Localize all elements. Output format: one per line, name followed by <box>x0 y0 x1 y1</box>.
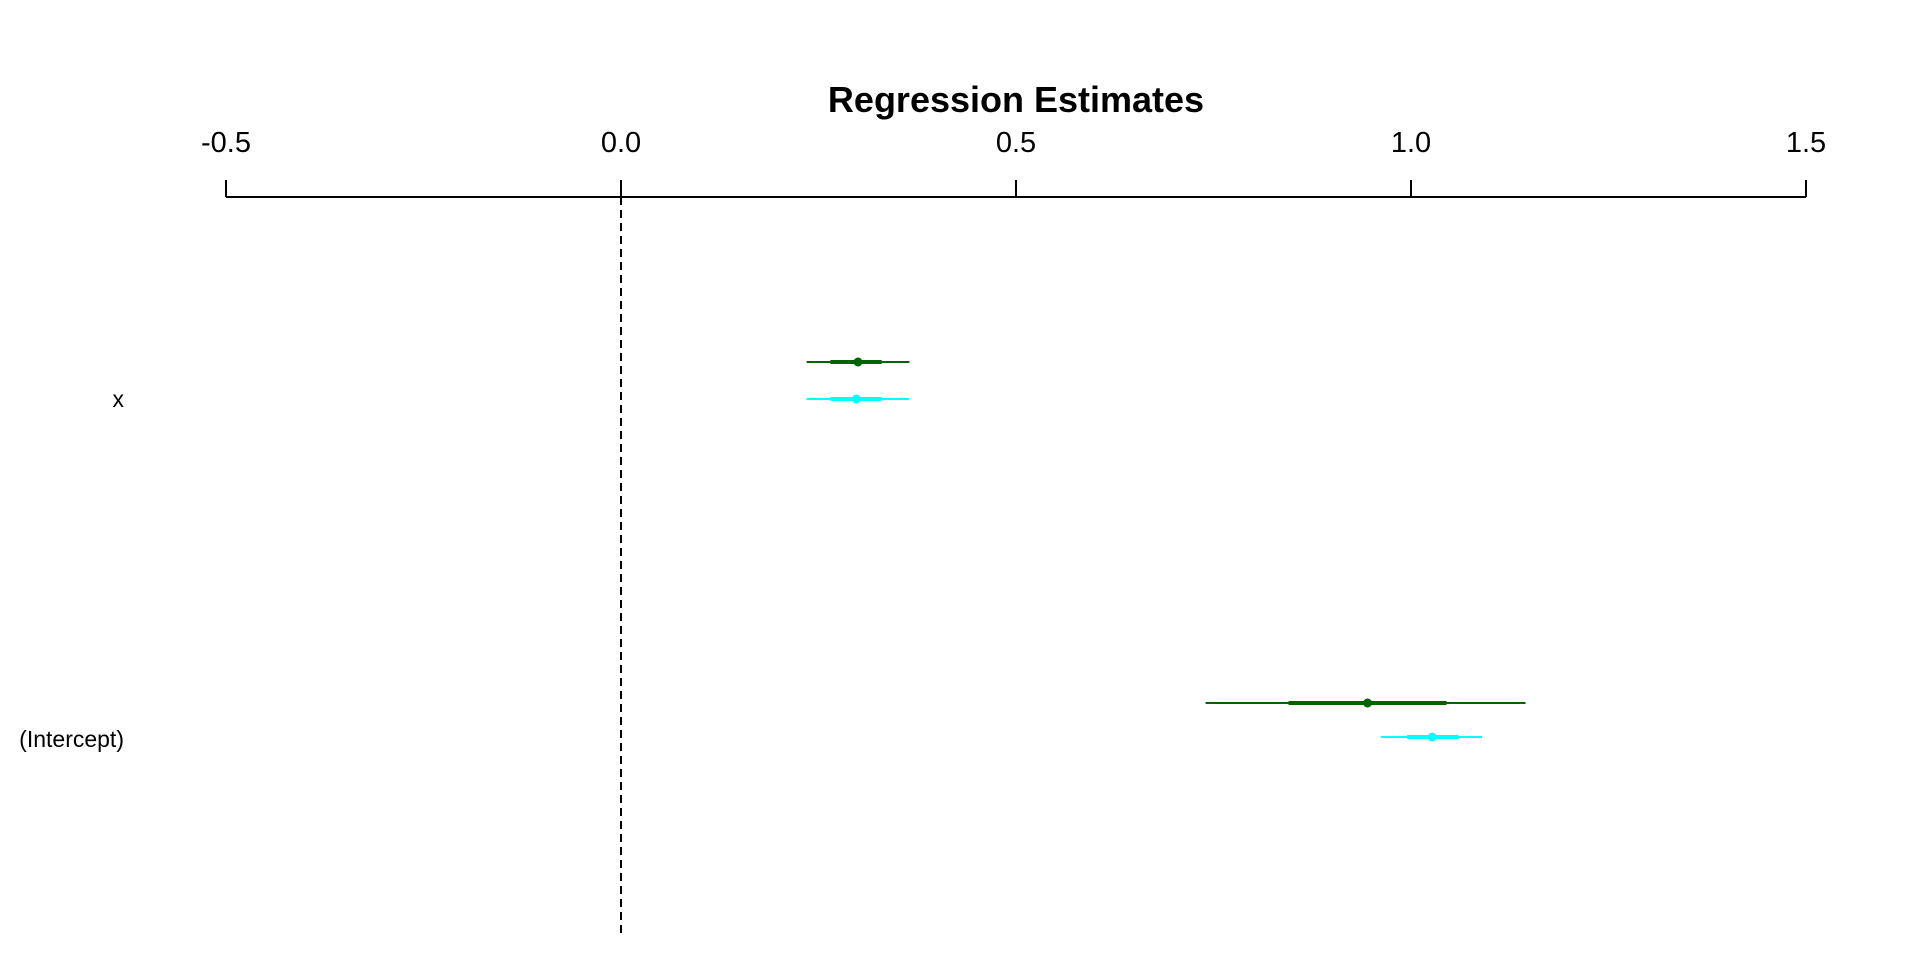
x-tick-label: 0.0 <box>601 127 641 159</box>
estimate-point <box>851 394 861 404</box>
x-axis: -0.5 0.0 0.5 1.0 1.5 <box>201 127 1826 198</box>
chart-title: Regression Estimates <box>828 79 1204 120</box>
x-tick-label: 1.5 <box>1786 127 1826 159</box>
x-tick-label: 0.5 <box>996 127 1036 159</box>
estimate-point <box>1363 698 1373 708</box>
category-label: (Intercept) <box>19 726 124 752</box>
estimate-point <box>853 357 863 367</box>
estimate-marks <box>806 357 1526 742</box>
estimate-point <box>1427 732 1437 742</box>
category-labels: x (Intercept) <box>19 386 124 752</box>
x-tick-label: 1.0 <box>1391 127 1431 159</box>
category-label: x <box>113 386 125 412</box>
x-tick-label: -0.5 <box>201 127 251 159</box>
